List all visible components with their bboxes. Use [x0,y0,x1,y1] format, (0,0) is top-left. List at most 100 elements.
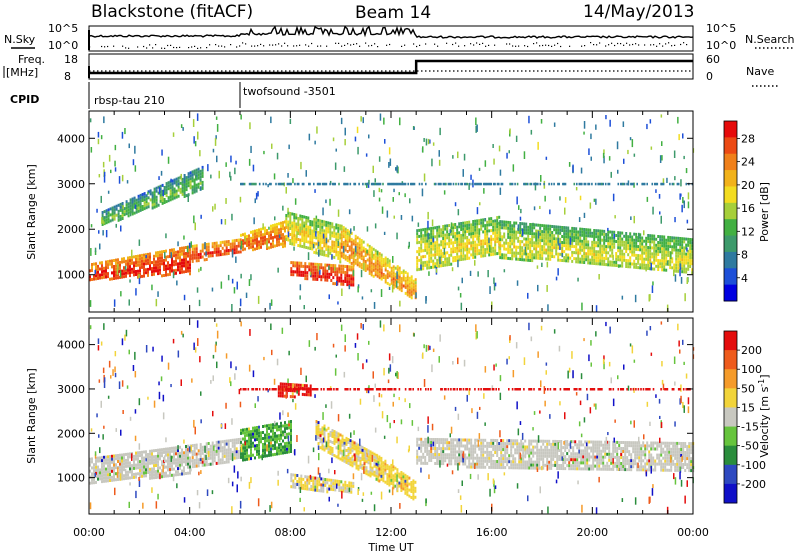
echo-cell [199,178,202,182]
echo-cell [359,459,362,463]
echo-cell [499,256,502,260]
echo-cell [667,238,670,242]
echo-cell [262,242,264,246]
echo-cell [595,253,598,257]
echo-cell [274,223,276,227]
echo-cell [589,231,592,235]
band-echo [308,182,310,186]
echo-cell [625,241,628,244]
echo-cell [227,240,230,243]
echo-cell [617,255,620,259]
band-echo [394,182,397,186]
echo-cell [193,187,196,191]
echo-cell [319,246,322,250]
echo-cell [187,172,190,176]
band-echo [636,182,638,186]
echo-cell [246,433,248,437]
echo-cell [645,263,648,267]
echo-cell [225,454,228,458]
echo-cell [561,247,564,250]
echo-cell [378,258,381,262]
echo-cell [131,470,133,474]
echo-cell [499,223,502,227]
echo-cell [105,266,107,270]
echo-cell [179,454,181,458]
echo-cell [107,458,109,462]
echo-cell [161,472,163,476]
echo-cell [105,455,107,459]
echo-cell [91,460,93,464]
echo-cell [115,276,117,280]
echo-cell [131,258,133,262]
echo-cell [235,453,238,457]
echo-cell [199,446,202,450]
echo-cell [242,458,244,462]
scatter-echo [451,267,454,272]
echo-cell [187,269,189,273]
echo-cell [141,259,143,263]
scatter-echo [248,158,251,166]
echo-cell [121,474,123,478]
scatter-echo [207,164,209,172]
echo-cell [339,442,342,446]
echo-cell [329,430,332,434]
colorbar-swatch [724,235,737,253]
echo-cell [436,246,439,250]
echo-cell [327,224,330,228]
nsearch-dot [107,45,109,48]
echo-cell [454,226,457,229]
echo-cell [211,453,214,457]
echo-cell [285,238,288,241]
scatter-echo [269,302,271,310]
echo-cell [157,266,159,270]
echo-cell [240,431,242,435]
nsearch-dot [137,46,139,48]
echo-cell [579,230,582,234]
echo-cell [665,247,668,251]
echo-cell [635,265,638,269]
echo-cell [547,239,550,243]
echo-cell [167,474,169,478]
echo-cell [350,280,353,284]
echo-cell [299,214,302,218]
echo-cell [295,228,298,232]
scatter-echo [89,118,92,123]
echo-cell [621,240,624,244]
echo-cell [137,457,139,461]
echo-cell [211,254,214,258]
echo-cell [268,450,270,454]
scatter-echo [365,153,368,157]
echo-cell [223,243,226,247]
echo-cell [179,457,181,461]
echo-cell [242,248,244,252]
echo-cell [671,239,674,243]
scatter-echo [218,170,220,179]
echo-cell [450,238,453,242]
echo-cell [288,423,290,427]
echo-cell [470,253,473,257]
echo-cell [567,253,570,257]
echo-cell [593,235,596,238]
echo-cell [173,260,175,264]
echo-cell [171,179,174,183]
scatter-echo [388,162,390,168]
scatter-echo [373,302,376,309]
echo-cell [299,386,302,390]
echo-cell [308,268,311,272]
echo-cell [181,267,183,271]
scatter-echo [234,167,236,175]
echo-cell [357,446,360,450]
echo-cell [282,424,284,428]
echo-cell [197,259,200,263]
echo-cell [539,232,542,236]
scatter-echo [489,245,491,253]
echo-cell [579,260,582,264]
echo-cell [145,259,147,263]
band-echo [270,182,272,186]
scatter-echo [325,199,327,204]
echo-cell [95,265,97,269]
scatter-echo [239,298,242,307]
echo-cell [195,174,198,178]
echo-cell [329,451,332,455]
echo-cell [561,241,564,244]
